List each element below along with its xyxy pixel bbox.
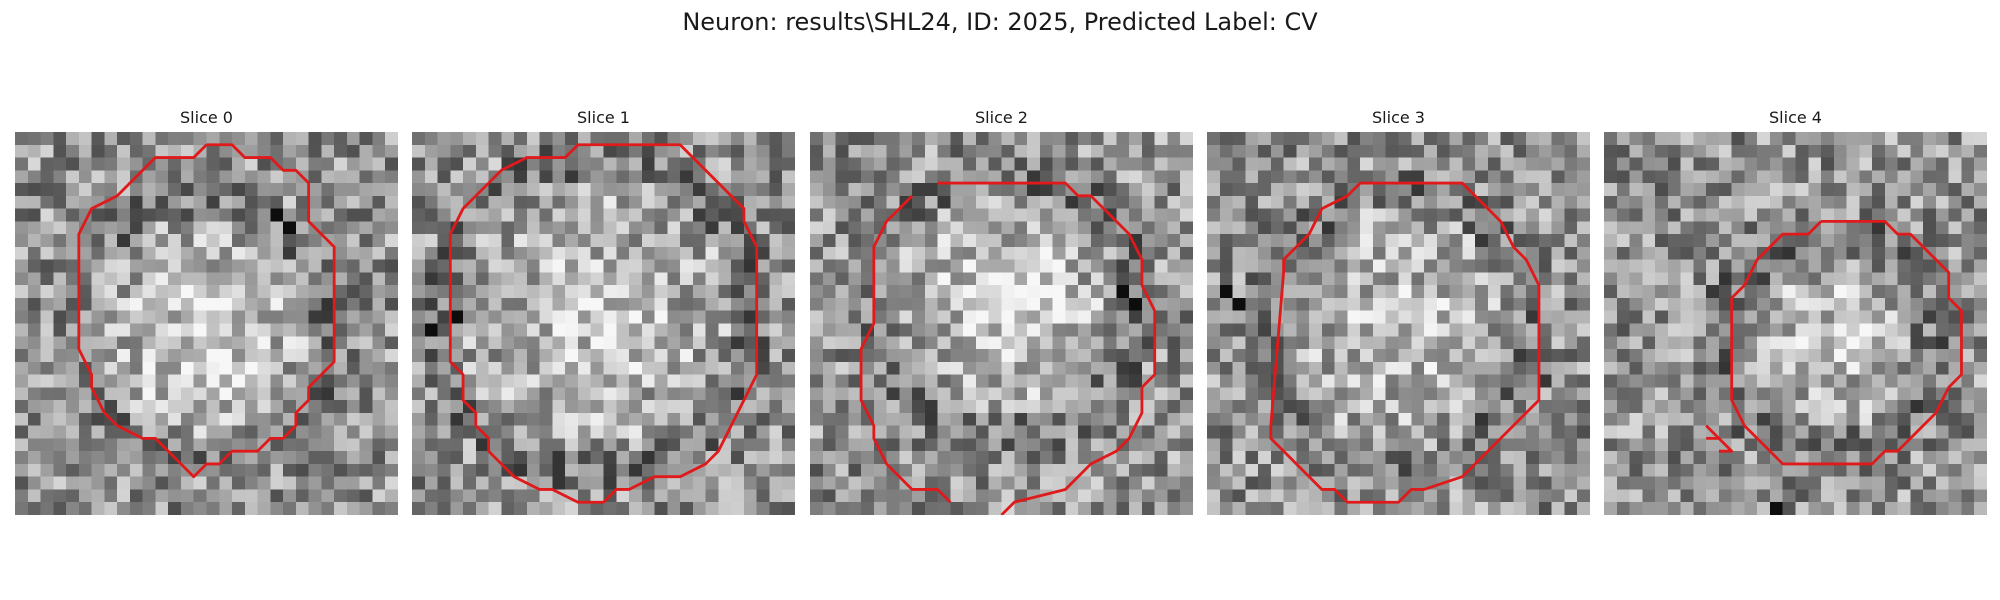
figure-title: Neuron: results\SHL24, ID: 2025, Predict… [682,8,1318,36]
roi-contour [937,181,1157,515]
roi-contour [859,194,952,504]
slice-panel-3: Slice 3 [1207,108,1590,515]
roi-contour [1269,181,1541,504]
slice-panel-4: Slice 4 [1604,108,1987,515]
roi-contour [1717,437,1734,453]
slice-panel-2: Slice 2 [810,108,1193,515]
slice-image [15,132,398,515]
slice-panel-0: Slice 0 [15,108,398,515]
slice-title: Slice 0 [180,108,233,127]
roi-contour [77,143,336,479]
slice-panel-1: Slice 1 [412,108,795,515]
roi-contour [1730,219,1963,466]
slice-image [412,132,795,515]
slice-title: Slice 1 [577,108,630,127]
roi-contour [448,143,759,504]
slice-image [1207,132,1590,515]
slice-image [810,132,1193,515]
slice-image [1604,132,1987,515]
slice-title: Slice 4 [1769,108,1822,127]
slice-title: Slice 3 [1372,108,1425,127]
slice-title: Slice 2 [975,108,1028,127]
